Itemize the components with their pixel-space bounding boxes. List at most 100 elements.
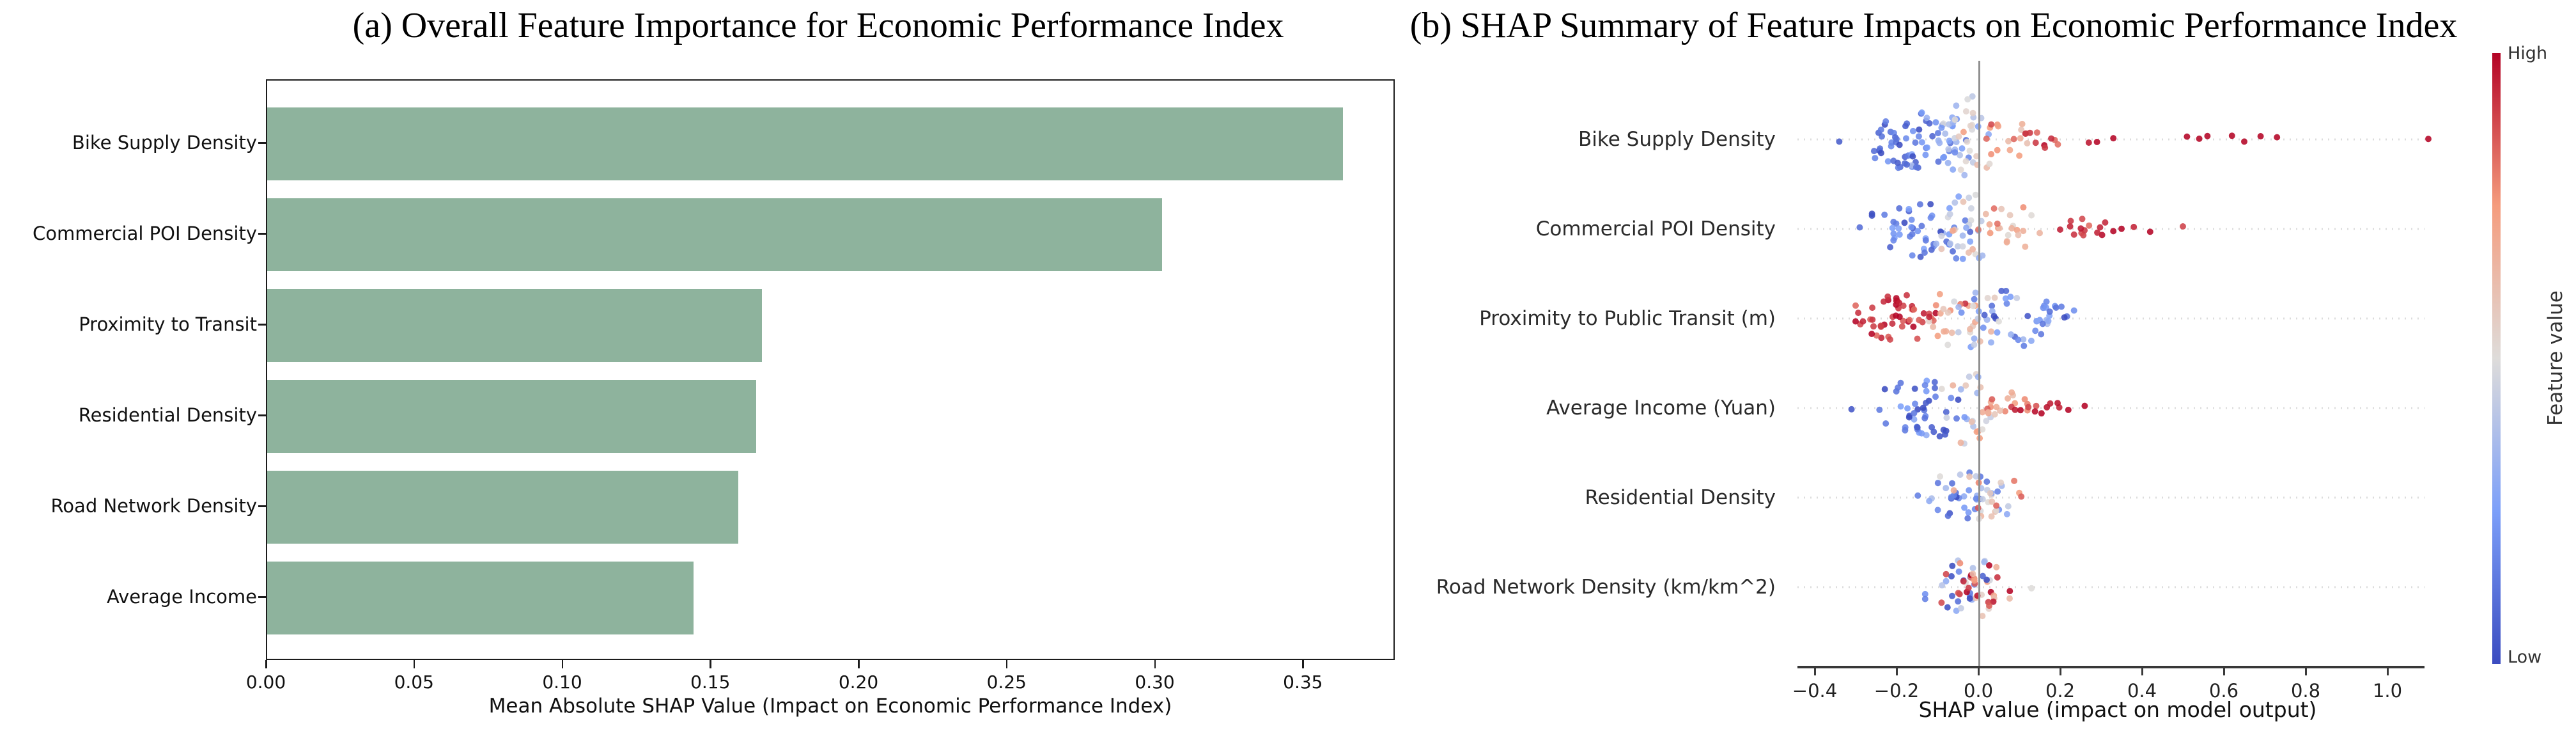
- shap-dot: [1897, 379, 1904, 386]
- shap-dot: [1950, 382, 1957, 389]
- shap-dot: [1966, 194, 1973, 201]
- shap-dot: [2054, 400, 2061, 407]
- shap-dot: [1933, 240, 1940, 248]
- shap-dot: [1897, 403, 1904, 410]
- shap-dot: [2130, 223, 2138, 230]
- shap-dot: [2010, 136, 2017, 143]
- shap-dot: [1953, 116, 1960, 123]
- shap-dot: [1893, 295, 1900, 302]
- shap-dot: [1994, 329, 2001, 336]
- shap-dot: [1923, 144, 1930, 151]
- shap-dot: [1923, 377, 1930, 384]
- shap-dot: [1987, 588, 1994, 595]
- shap-dot: [1961, 440, 1967, 447]
- shap-dot: [2110, 135, 2117, 142]
- shap-dot: [1967, 238, 1974, 245]
- shap-dot: [1962, 158, 1969, 165]
- feature-label: Average Income (Yuan): [1546, 397, 1776, 420]
- shap-dot: [1906, 413, 1913, 420]
- shap-dot: [1892, 134, 1898, 141]
- shap-dot: [1923, 388, 1930, 395]
- shap-dot: [1902, 427, 1909, 434]
- shap-dot: [1935, 137, 1942, 144]
- shap-dot: [2008, 331, 2014, 338]
- shap-dot: [1893, 388, 1900, 395]
- shap-dot: [1916, 126, 1923, 133]
- shap-dot: [2099, 232, 2106, 239]
- shap-dot: [1931, 379, 1938, 386]
- shap-dot: [1900, 303, 1907, 310]
- shap-dot: [1927, 201, 1934, 208]
- shap-dot: [2003, 510, 2010, 517]
- shap-dot: [2005, 232, 2012, 239]
- shap-dot: [1942, 431, 1948, 438]
- shap-dot: [1988, 121, 1995, 128]
- shap-dot: [1918, 109, 1925, 116]
- shap-dot: [1955, 397, 1962, 403]
- shap-dot: [1988, 490, 1995, 497]
- shap-dot: [1985, 409, 1992, 416]
- x-tick-label: 0.15: [690, 672, 731, 693]
- shap-dot: [2065, 406, 2072, 413]
- shap-dot: [1887, 129, 1894, 136]
- shap-dot: [1967, 205, 1975, 212]
- shap-dot: [2184, 133, 2191, 140]
- shap-dot: [1946, 241, 1953, 248]
- shap-dot: [1960, 493, 1967, 500]
- shap-dot: [1914, 426, 1921, 433]
- shap-dot: [1926, 498, 1933, 505]
- shap-dot: [1970, 423, 1977, 430]
- shap-dot: [1937, 229, 1944, 235]
- shap-dot: [2018, 127, 2025, 133]
- shap-dot: [1961, 504, 1968, 511]
- shap-dot: [2046, 308, 2053, 315]
- shap-dot: [2051, 136, 2058, 143]
- shap-dot: [2044, 404, 2051, 411]
- shap-dot: [2056, 404, 2063, 411]
- shap-dot: [1872, 155, 1879, 162]
- x-tick-label: 0.35: [1283, 672, 1323, 693]
- shap-dot: [1911, 385, 1918, 392]
- shap-dot: [1938, 246, 1945, 253]
- bar-proximity-to-transit: [267, 289, 763, 362]
- shap-dot: [1971, 577, 1978, 584]
- shap-dot: [2093, 139, 2100, 145]
- shap-dot: [1913, 423, 1920, 430]
- shap-dot: [1914, 424, 1921, 431]
- x-tick-label: 0.0: [1963, 680, 1994, 702]
- shap-dot: [1919, 319, 1926, 326]
- shap-dot: [2196, 135, 2203, 142]
- shap-dot: [1936, 290, 1943, 297]
- shap-dot: [1965, 249, 1972, 256]
- shap-dot: [2005, 503, 2012, 510]
- shap-dot: [1905, 205, 1913, 212]
- shap-dot: [2022, 130, 2029, 137]
- shap-dot: [2028, 212, 2035, 219]
- shap-dot: [1986, 161, 1993, 168]
- shap-dot: [1946, 138, 1953, 145]
- shap-dot: [1955, 557, 1962, 564]
- shap-dot: [1904, 161, 1910, 168]
- shap-dot: [1995, 224, 2001, 232]
- shap-dot: [1945, 146, 1952, 153]
- shap-dot: [1956, 590, 1963, 597]
- shap-dot: [1953, 415, 1960, 422]
- shap-dot: [1914, 406, 1921, 413]
- shap-dot: [1870, 323, 1877, 330]
- x-tick-mark: [1978, 667, 1980, 675]
- shap-dot: [1926, 318, 1932, 325]
- shap-dot: [1983, 576, 1990, 583]
- shap-dot: [1928, 495, 1935, 502]
- shap-dot: [2002, 295, 2009, 302]
- shap-dot: [1951, 224, 1958, 231]
- shap-dot: [1946, 231, 1953, 238]
- shap-dot: [2077, 225, 2084, 232]
- shap-dot: [1902, 123, 1909, 130]
- shap-dot: [1996, 224, 2003, 232]
- shap-dot: [2041, 142, 2048, 149]
- shap-dot: [1909, 306, 1916, 313]
- shap-dot: [1896, 141, 1903, 148]
- x-tick-label: −0.2: [1874, 680, 1920, 702]
- shap-dot: [1950, 248, 1956, 255]
